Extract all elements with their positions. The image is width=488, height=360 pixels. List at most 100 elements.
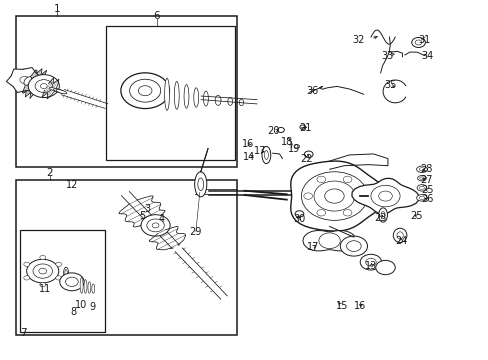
Ellipse shape <box>262 147 270 163</box>
Text: 19: 19 <box>287 144 300 154</box>
Ellipse shape <box>416 185 426 191</box>
Ellipse shape <box>419 186 424 189</box>
Circle shape <box>39 268 46 274</box>
Ellipse shape <box>164 78 169 111</box>
Ellipse shape <box>24 77 32 85</box>
Text: 17: 17 <box>254 147 266 157</box>
Polygon shape <box>302 230 356 251</box>
Circle shape <box>365 258 375 266</box>
Circle shape <box>65 277 78 287</box>
Circle shape <box>20 76 30 84</box>
Circle shape <box>375 260 394 275</box>
Text: 10: 10 <box>74 300 86 310</box>
Ellipse shape <box>227 98 232 105</box>
Text: 16: 16 <box>241 139 253 149</box>
Ellipse shape <box>392 228 406 243</box>
Circle shape <box>40 255 45 260</box>
Text: 23: 23 <box>374 212 386 222</box>
Text: 29: 29 <box>189 227 202 237</box>
Circle shape <box>41 84 47 89</box>
Circle shape <box>152 223 159 228</box>
Ellipse shape <box>215 95 221 105</box>
Ellipse shape <box>183 85 188 108</box>
Circle shape <box>340 236 367 256</box>
Ellipse shape <box>380 211 384 219</box>
Circle shape <box>27 259 59 283</box>
Text: 35: 35 <box>384 80 396 90</box>
Text: 14: 14 <box>243 152 255 162</box>
Ellipse shape <box>65 270 67 276</box>
Circle shape <box>60 273 84 291</box>
Text: 28: 28 <box>420 164 432 174</box>
Ellipse shape <box>174 81 179 109</box>
Text: 17: 17 <box>307 242 319 252</box>
Text: 25: 25 <box>421 185 433 195</box>
Text: 25: 25 <box>409 211 422 221</box>
Circle shape <box>28 75 59 98</box>
Ellipse shape <box>418 196 424 199</box>
Circle shape <box>16 73 34 87</box>
Text: 33: 33 <box>380 51 392 61</box>
Circle shape <box>35 80 52 93</box>
Ellipse shape <box>416 166 427 172</box>
Ellipse shape <box>418 168 424 171</box>
Ellipse shape <box>419 177 423 180</box>
Text: 32: 32 <box>352 35 364 45</box>
Text: 8: 8 <box>70 307 76 317</box>
Ellipse shape <box>88 282 91 293</box>
Text: 1: 1 <box>54 4 61 14</box>
Polygon shape <box>290 161 386 231</box>
Bar <box>16 16 237 167</box>
Circle shape <box>294 211 303 217</box>
Circle shape <box>343 176 351 183</box>
Text: 30: 30 <box>292 213 305 224</box>
Circle shape <box>324 189 344 203</box>
Text: 27: 27 <box>420 175 432 185</box>
Text: 24: 24 <box>394 236 407 246</box>
Circle shape <box>360 254 381 270</box>
Text: 2: 2 <box>46 168 53 178</box>
Circle shape <box>303 193 312 199</box>
Circle shape <box>129 79 161 102</box>
Text: 20: 20 <box>267 126 279 136</box>
Text: 15: 15 <box>335 301 347 311</box>
Text: 13: 13 <box>364 261 376 271</box>
Text: 31: 31 <box>417 35 429 45</box>
Ellipse shape <box>53 89 66 94</box>
Circle shape <box>346 241 361 251</box>
Text: 11: 11 <box>39 284 51 294</box>
Ellipse shape <box>194 172 206 197</box>
Text: 21: 21 <box>299 123 311 133</box>
Circle shape <box>24 276 30 280</box>
Ellipse shape <box>378 208 386 222</box>
Circle shape <box>316 210 325 216</box>
Ellipse shape <box>49 87 65 93</box>
Bar <box>16 180 237 336</box>
Circle shape <box>294 145 299 148</box>
Text: 18: 18 <box>280 138 292 148</box>
Circle shape <box>414 40 421 45</box>
Circle shape <box>318 233 340 249</box>
Ellipse shape <box>198 178 203 190</box>
Circle shape <box>56 276 61 280</box>
Polygon shape <box>351 178 418 214</box>
Circle shape <box>141 215 170 236</box>
Ellipse shape <box>37 81 44 89</box>
Ellipse shape <box>417 176 426 181</box>
Circle shape <box>299 125 305 129</box>
Ellipse shape <box>80 278 83 293</box>
Text: 7: 7 <box>20 328 26 338</box>
Circle shape <box>24 262 30 266</box>
Text: 6: 6 <box>153 11 160 21</box>
Ellipse shape <box>56 90 67 94</box>
Circle shape <box>56 262 61 266</box>
Circle shape <box>146 219 164 232</box>
Circle shape <box>138 86 152 96</box>
Circle shape <box>40 283 45 287</box>
Ellipse shape <box>92 284 95 293</box>
Text: 3: 3 <box>144 203 150 213</box>
Circle shape <box>370 185 399 207</box>
Circle shape <box>33 264 52 278</box>
Circle shape <box>301 172 367 220</box>
Ellipse shape <box>239 99 243 106</box>
